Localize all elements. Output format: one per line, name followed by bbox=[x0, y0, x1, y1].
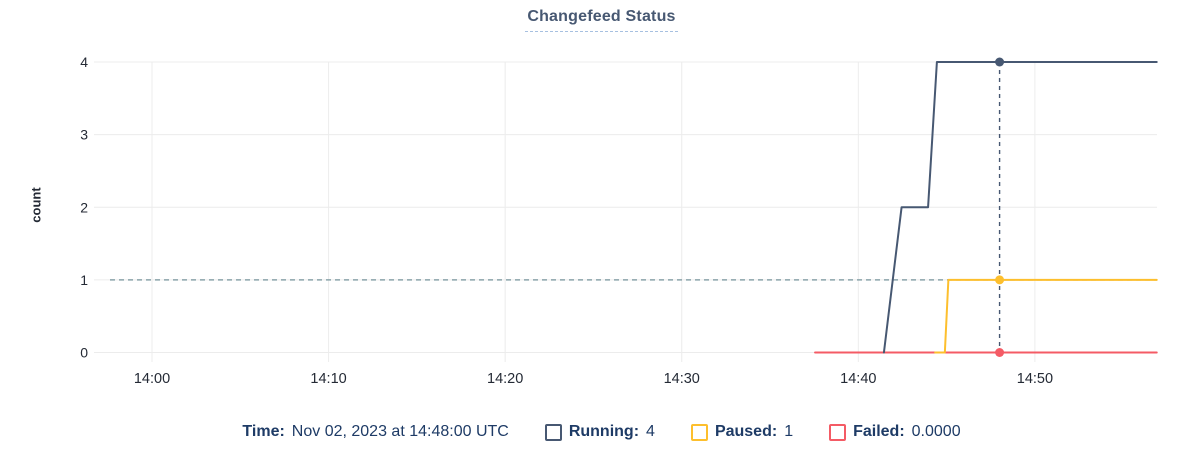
hover-dot-running bbox=[995, 57, 1005, 67]
x-tick-label: 14:10 bbox=[310, 371, 346, 387]
x-tick-label: 14:30 bbox=[664, 371, 700, 387]
tooltip-time-label: Time: bbox=[242, 423, 285, 440]
paused-label: Paused: bbox=[714, 423, 778, 440]
y-tick-label: 0 bbox=[80, 345, 88, 361]
x-tick-label: 14:40 bbox=[840, 371, 876, 387]
series-line-paused bbox=[934, 278, 1158, 354]
series-line-running bbox=[882, 61, 1158, 354]
running-label: Running: bbox=[568, 423, 640, 440]
x-tick-label: 14:20 bbox=[487, 371, 523, 387]
tooltip-series-paused: Paused: 1 bbox=[690, 423, 794, 441]
x-tick-label: 14:50 bbox=[1017, 371, 1053, 387]
running-swatch-icon bbox=[544, 423, 562, 441]
failed-value: 0.0000 bbox=[911, 423, 961, 440]
y-tick-label: 4 bbox=[80, 54, 88, 70]
tooltip-series-running: Running: 4 bbox=[544, 423, 655, 441]
paused-value: 1 bbox=[784, 423, 794, 440]
x-tick-label: 14:00 bbox=[134, 371, 170, 387]
hover-dot-failed bbox=[995, 348, 1005, 357]
y-tick-label: 3 bbox=[80, 127, 88, 143]
failed-swatch-icon bbox=[829, 423, 847, 441]
chart-title-row: Changefeed Status bbox=[0, 8, 1203, 32]
y-tick-label: 1 bbox=[80, 272, 88, 288]
tooltip-time-value: Nov 02, 2023 at 14:48:00 UTC bbox=[291, 423, 509, 440]
paused-swatch-icon bbox=[690, 423, 708, 441]
hover-tooltip-legend: Time: Nov 02, 2023 at 14:48:00 UTC Runni… bbox=[0, 423, 1203, 441]
hover-dot-paused bbox=[995, 275, 1005, 285]
y-tick-label: 2 bbox=[80, 199, 88, 215]
tooltip-time: Time: Nov 02, 2023 at 14:48:00 UTC bbox=[242, 423, 508, 441]
changefeed-chart[interactable]: 0 1 2 3 4 14:00 14:10 14:20 14:30 14:40 14:50 bbox=[0, 0, 1203, 410]
tooltip-series-failed: Failed: 0.0000 bbox=[829, 423, 961, 441]
failed-label: Failed: bbox=[853, 423, 905, 440]
chart-title[interactable]: Changefeed Status bbox=[525, 8, 678, 32]
running-value: 4 bbox=[646, 423, 655, 440]
